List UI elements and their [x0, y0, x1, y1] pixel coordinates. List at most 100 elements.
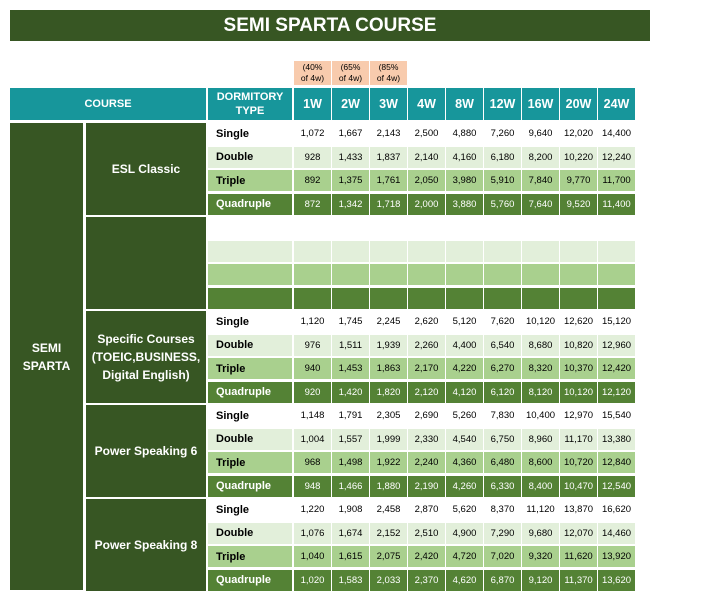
- price-cell: 2,620: [408, 311, 445, 332]
- price-cell: [294, 240, 331, 262]
- price-cell: 6,540: [484, 334, 521, 356]
- price-cell: [560, 240, 597, 262]
- course-name-cell: Power Speaking 6: [86, 405, 206, 497]
- price-cell: 2,140: [408, 146, 445, 168]
- week-header: 24W: [598, 88, 635, 120]
- price-cell: 1,120: [294, 311, 331, 332]
- price-cell: [598, 264, 635, 285]
- price-cell: 9,520: [560, 193, 597, 215]
- price-cell: 7,830: [484, 405, 521, 426]
- price-cell: 8,680: [522, 334, 559, 356]
- dormitory-type-cell: Triple: [208, 170, 292, 191]
- price-cell: [484, 240, 521, 262]
- price-cell: 2,510: [408, 522, 445, 544]
- price-cell: 13,620: [598, 569, 635, 591]
- price-cell: 2,000: [408, 193, 445, 215]
- price-cell: 1,999: [370, 428, 407, 450]
- course-name-cell: [86, 217, 206, 309]
- price-cell: 1,148: [294, 405, 331, 426]
- price-cell: 4,400: [446, 334, 483, 356]
- price-cell: 8,320: [522, 358, 559, 379]
- duration-note: (85% of 4w): [370, 61, 407, 85]
- page-title: SEMI SPARTA COURSE: [10, 10, 650, 41]
- price-cell: 1,040: [294, 546, 331, 567]
- price-cell: 2,190: [408, 475, 445, 497]
- price-cell: 1,820: [370, 381, 407, 403]
- price-cell: [370, 287, 407, 309]
- price-cell: 1,557: [332, 428, 369, 450]
- price-cell: 6,480: [484, 452, 521, 473]
- course-name-line: Specific Courses: [97, 332, 195, 346]
- price-cell: 12,620: [560, 311, 597, 332]
- dormitory-type-cell: Quadruple: [208, 381, 292, 403]
- price-cell: 7,640: [522, 193, 559, 215]
- price-cell: 13,380: [598, 428, 635, 450]
- price-cell: 5,620: [446, 499, 483, 520]
- price-cell: 9,120: [522, 569, 559, 591]
- price-cell: 2,305: [370, 405, 407, 426]
- dormitory-type-cell: Single: [208, 311, 292, 332]
- price-cell: [294, 264, 331, 285]
- price-cell: 6,270: [484, 358, 521, 379]
- price-cell: [446, 217, 483, 238]
- main-course-cell: SEMI SPARTA: [10, 123, 83, 590]
- price-cell: 4,720: [446, 546, 483, 567]
- dormitory-type-header: DORMITORY TYPE: [208, 88, 292, 120]
- price-cell: 2,690: [408, 405, 445, 426]
- price-cell: 1,072: [294, 123, 331, 144]
- price-cell: 948: [294, 475, 331, 497]
- price-cell: 1,420: [332, 381, 369, 403]
- price-cell: 1,863: [370, 358, 407, 379]
- price-cell: 4,900: [446, 522, 483, 544]
- note-line: (85%: [378, 62, 399, 72]
- price-cell: 2,500: [408, 123, 445, 144]
- duration-note: (65% of 4w): [332, 61, 369, 85]
- price-cell: [522, 264, 559, 285]
- price-cell: 1,908: [332, 499, 369, 520]
- price-cell: 1,939: [370, 334, 407, 356]
- price-cell: 15,540: [598, 405, 635, 426]
- week-header: 4W: [408, 88, 445, 120]
- price-cell: [332, 217, 369, 238]
- price-cell: 9,320: [522, 546, 559, 567]
- price-cell: 11,400: [598, 193, 635, 215]
- price-cell: 2,050: [408, 170, 445, 191]
- price-cell: 12,020: [560, 123, 597, 144]
- price-cell: 4,120: [446, 381, 483, 403]
- price-cell: [598, 217, 635, 238]
- price-cell: [446, 264, 483, 285]
- price-cell: [332, 264, 369, 285]
- price-cell: 4,220: [446, 358, 483, 379]
- price-cell: 928: [294, 146, 331, 168]
- price-cell: [446, 240, 483, 262]
- price-cell: 1,791: [332, 405, 369, 426]
- price-cell: 1,583: [332, 569, 369, 591]
- dormitory-type-cell: Triple: [208, 546, 292, 567]
- price-cell: 15,120: [598, 311, 635, 332]
- price-cell: 4,880: [446, 123, 483, 144]
- price-cell: 11,170: [560, 428, 597, 450]
- price-cell: 2,330: [408, 428, 445, 450]
- price-cell: 9,680: [522, 522, 559, 544]
- dormitory-type-cell: Quadruple: [208, 569, 292, 591]
- price-cell: [522, 217, 559, 238]
- price-cell: 2,240: [408, 452, 445, 473]
- price-cell: [522, 240, 559, 262]
- course-header: COURSE: [10, 88, 206, 120]
- dormitory-header-line: DORMITORY: [216, 91, 284, 103]
- price-cell: 14,400: [598, 123, 635, 144]
- price-cell: [370, 240, 407, 262]
- price-cell: 1,342: [332, 193, 369, 215]
- price-cell: 6,120: [484, 381, 521, 403]
- dormitory-type-cell: Quadruple: [208, 475, 292, 497]
- note-line: of 4w): [338, 73, 363, 83]
- price-cell: 1,761: [370, 170, 407, 191]
- price-cell: 10,400: [522, 405, 559, 426]
- price-cell: 5,910: [484, 170, 521, 191]
- price-cell: 2,870: [408, 499, 445, 520]
- price-cell: [598, 287, 635, 309]
- dormitory-type-cell: [208, 287, 292, 309]
- price-cell: 6,180: [484, 146, 521, 168]
- price-cell: 1,020: [294, 569, 331, 591]
- dormitory-type-cell: Double: [208, 428, 292, 450]
